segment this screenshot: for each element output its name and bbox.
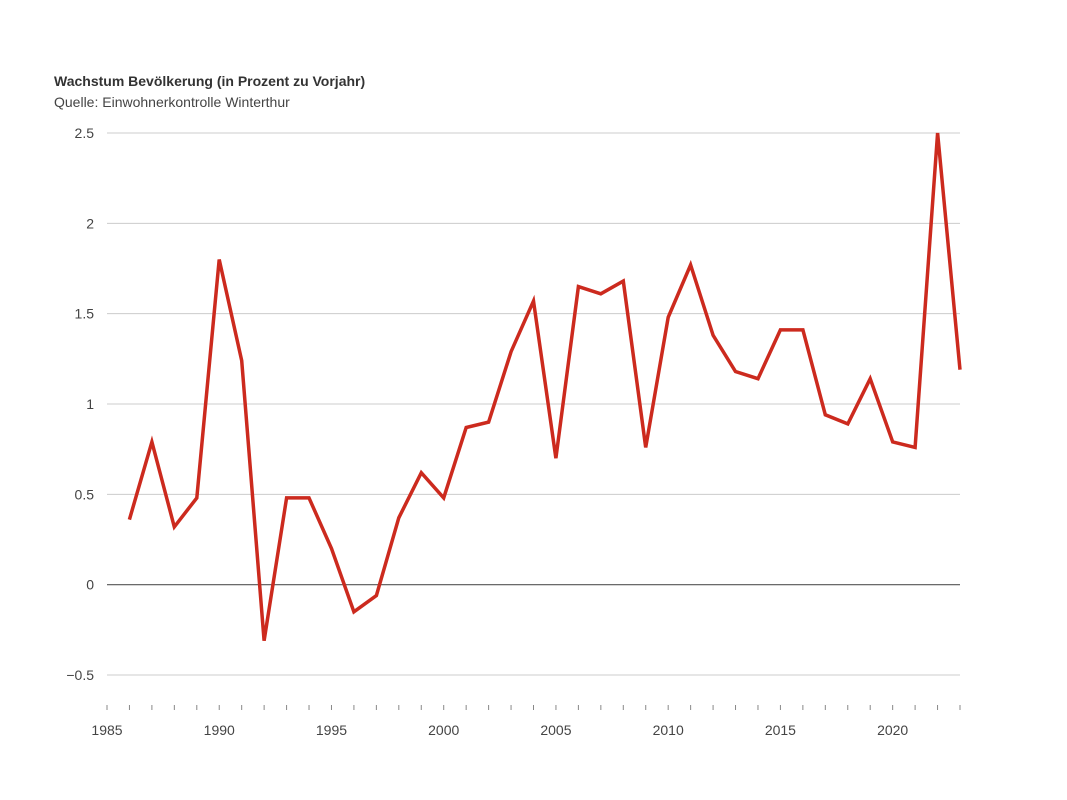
y-tick-label: 1.5 xyxy=(75,306,95,322)
data-point[interactable] xyxy=(553,455,559,461)
data-point[interactable] xyxy=(643,444,649,450)
data-point[interactable] xyxy=(261,638,267,644)
x-tick-label: 2000 xyxy=(428,722,459,738)
chart-title: Wachstum Bevölkerung (in Prozent zu Vorj… xyxy=(54,73,366,89)
y-tick-label: −0.5 xyxy=(66,667,94,683)
data-point[interactable] xyxy=(463,424,469,430)
data-point[interactable] xyxy=(688,262,694,268)
x-tick-label: 1985 xyxy=(91,722,122,738)
data-point[interactable] xyxy=(328,546,334,552)
chart-subtitle: Quelle: Einwohnerkontrolle Winterthur xyxy=(54,94,290,110)
y-tick-label: 0 xyxy=(86,577,94,593)
data-point[interactable] xyxy=(845,421,851,427)
data-point[interactable] xyxy=(284,495,290,501)
x-tick-label: 2015 xyxy=(765,722,796,738)
data-point[interactable] xyxy=(957,367,963,373)
data-point[interactable] xyxy=(665,314,671,320)
data-point[interactable] xyxy=(890,439,896,445)
data-point[interactable] xyxy=(710,332,716,338)
data-point[interactable] xyxy=(351,609,357,615)
x-tick-label: 2005 xyxy=(540,722,571,738)
y-tick-label: 2.5 xyxy=(75,125,95,141)
data-point[interactable] xyxy=(598,291,604,297)
data-point[interactable] xyxy=(935,130,941,136)
data-point[interactable] xyxy=(441,495,447,501)
data-point[interactable] xyxy=(755,376,761,382)
x-tick-label: 2020 xyxy=(877,722,908,738)
data-point[interactable] xyxy=(867,376,873,382)
data-point[interactable] xyxy=(306,495,312,501)
data-point[interactable] xyxy=(822,412,828,418)
data-point[interactable] xyxy=(508,349,514,355)
x-tick-label: 2010 xyxy=(653,722,684,738)
data-point[interactable] xyxy=(149,439,155,445)
data-point[interactable] xyxy=(216,256,222,262)
y-tick-label: 2 xyxy=(86,215,94,231)
x-tick-label: 1990 xyxy=(204,722,235,738)
data-point[interactable] xyxy=(239,358,245,364)
data-point[interactable] xyxy=(575,284,581,290)
data-point[interactable] xyxy=(777,327,783,333)
data-point[interactable] xyxy=(373,593,379,599)
y-tick-label: 0.5 xyxy=(75,486,95,502)
data-point[interactable] xyxy=(486,419,492,425)
x-tick-label: 1995 xyxy=(316,722,347,738)
data-point[interactable] xyxy=(620,278,626,284)
data-point[interactable] xyxy=(531,298,537,304)
series-line xyxy=(127,132,962,641)
data-point[interactable] xyxy=(194,495,200,501)
data-point[interactable] xyxy=(418,470,424,476)
data-point[interactable] xyxy=(126,517,132,523)
data-point[interactable] xyxy=(800,327,806,333)
data-point[interactable] xyxy=(171,524,177,530)
y-tick-label: 1 xyxy=(86,396,94,412)
data-point[interactable] xyxy=(396,515,402,521)
data-point[interactable] xyxy=(912,444,918,450)
data-point[interactable] xyxy=(733,368,739,374)
